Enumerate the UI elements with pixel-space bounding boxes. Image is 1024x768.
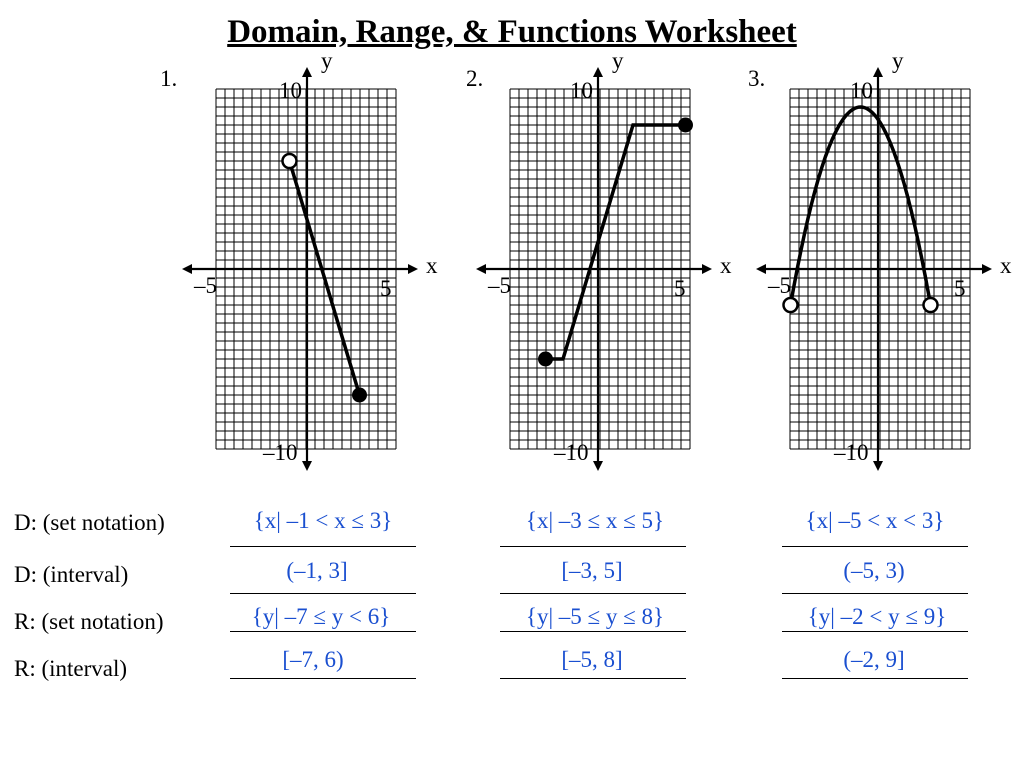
answer-3-range-set: {y| –2 < y ≤ 9} <box>807 604 947 629</box>
row-range-interval-label: R: (interval) <box>14 656 128 681</box>
answer-line <box>230 631 416 632</box>
y-axis-label: y <box>892 48 904 73</box>
x-axis-arrow-left <box>476 264 486 274</box>
answer-line <box>500 678 686 679</box>
answer-line <box>230 678 416 679</box>
x-axis-label: x <box>426 253 438 278</box>
closed-endpoint <box>678 117 693 133</box>
y-max-tick-label: 10 <box>279 78 302 103</box>
x-axis-label: x <box>720 253 732 278</box>
y-axis-label: y <box>612 48 624 73</box>
answer-line <box>782 546 968 547</box>
answer-3-range-interval: (–2, 9] <box>843 647 905 672</box>
x-min-tick-label: –5 <box>194 273 217 298</box>
answer-2-domain-set: {x| –3 ≤ x ≤ 5} <box>525 508 665 533</box>
y-axis-arrow-down <box>593 461 603 471</box>
problem-1-number: 1. <box>160 66 178 91</box>
y-min-tick-label: –10 <box>554 440 589 465</box>
answer-1-range-interval: [–7, 6) <box>282 647 344 672</box>
open-endpoint <box>281 152 298 170</box>
answer-line <box>500 593 686 594</box>
answer-1-range-set: {y| –7 ≤ y < 6} <box>251 604 391 629</box>
graphs-canvas <box>182 67 992 471</box>
row-domain-interval-label: D: (interval) <box>14 562 129 587</box>
answer-line <box>782 593 968 594</box>
answer-3-domain-interval: (–5, 3) <box>843 558 905 583</box>
answer-line <box>230 593 416 594</box>
row-domain-set-label: D: (set notation) <box>14 510 165 535</box>
x-axis-arrow-left <box>756 264 766 274</box>
x-axis-arrow-right <box>702 264 712 274</box>
graph-3 <box>756 67 992 471</box>
answer-line <box>500 546 686 547</box>
answer-line <box>230 546 416 547</box>
answer-2-range-interval: [–5, 8] <box>561 647 623 672</box>
y-min-tick-label: –10 <box>263 440 298 465</box>
x-min-tick-label: –5 <box>488 273 511 298</box>
graph-2 <box>476 67 712 471</box>
x-max-tick-label: 5 <box>954 276 966 301</box>
answer-3-domain-set: {x| –5 < x < 3} <box>805 508 945 533</box>
y-axis-label: y <box>321 48 333 73</box>
problem-2-number: 2. <box>466 66 484 91</box>
problem-3-number: 3. <box>748 66 766 91</box>
answer-1-domain-interval: (–1, 3] <box>286 558 348 583</box>
y-axis-arrow-down <box>302 461 312 471</box>
closed-endpoint <box>538 351 553 367</box>
x-axis-arrow-right <box>982 264 992 274</box>
answer-1-domain-set: {x| –1 < x ≤ 3} <box>253 508 393 533</box>
row-range-set-label: R: (set notation) <box>14 609 164 634</box>
x-axis-arrow-right <box>408 264 418 274</box>
worksheet-title: Domain, Range, & Functions Worksheet <box>227 14 797 50</box>
function-curve <box>788 105 933 306</box>
y-axis-arrow-down <box>873 461 883 471</box>
answer-2-domain-interval: [–3, 5] <box>561 558 623 583</box>
x-axis-label: x <box>1000 253 1012 278</box>
y-axis-arrow-up <box>302 67 312 77</box>
y-min-tick-label: –10 <box>834 440 869 465</box>
answer-line <box>782 678 968 679</box>
y-max-tick-label: 10 <box>850 78 873 103</box>
y-axis-arrow-up <box>593 67 603 77</box>
function-line <box>545 123 686 361</box>
open-endpoint <box>782 296 799 314</box>
answer-line <box>782 631 968 632</box>
x-axis-arrow-left <box>182 264 192 274</box>
answer-2-range-set: {y| –5 ≤ y ≤ 8} <box>525 604 665 629</box>
graph-1 <box>182 67 418 471</box>
open-endpoint <box>922 296 939 314</box>
answer-line <box>500 631 686 632</box>
function-line <box>287 160 362 396</box>
x-max-tick-label: 5 <box>674 276 686 301</box>
x-min-tick-label: –5 <box>768 273 791 298</box>
y-max-tick-label: 10 <box>570 78 593 103</box>
x-max-tick-label: 5 <box>380 276 392 301</box>
y-axis-arrow-up <box>873 67 883 77</box>
closed-endpoint <box>352 387 367 403</box>
